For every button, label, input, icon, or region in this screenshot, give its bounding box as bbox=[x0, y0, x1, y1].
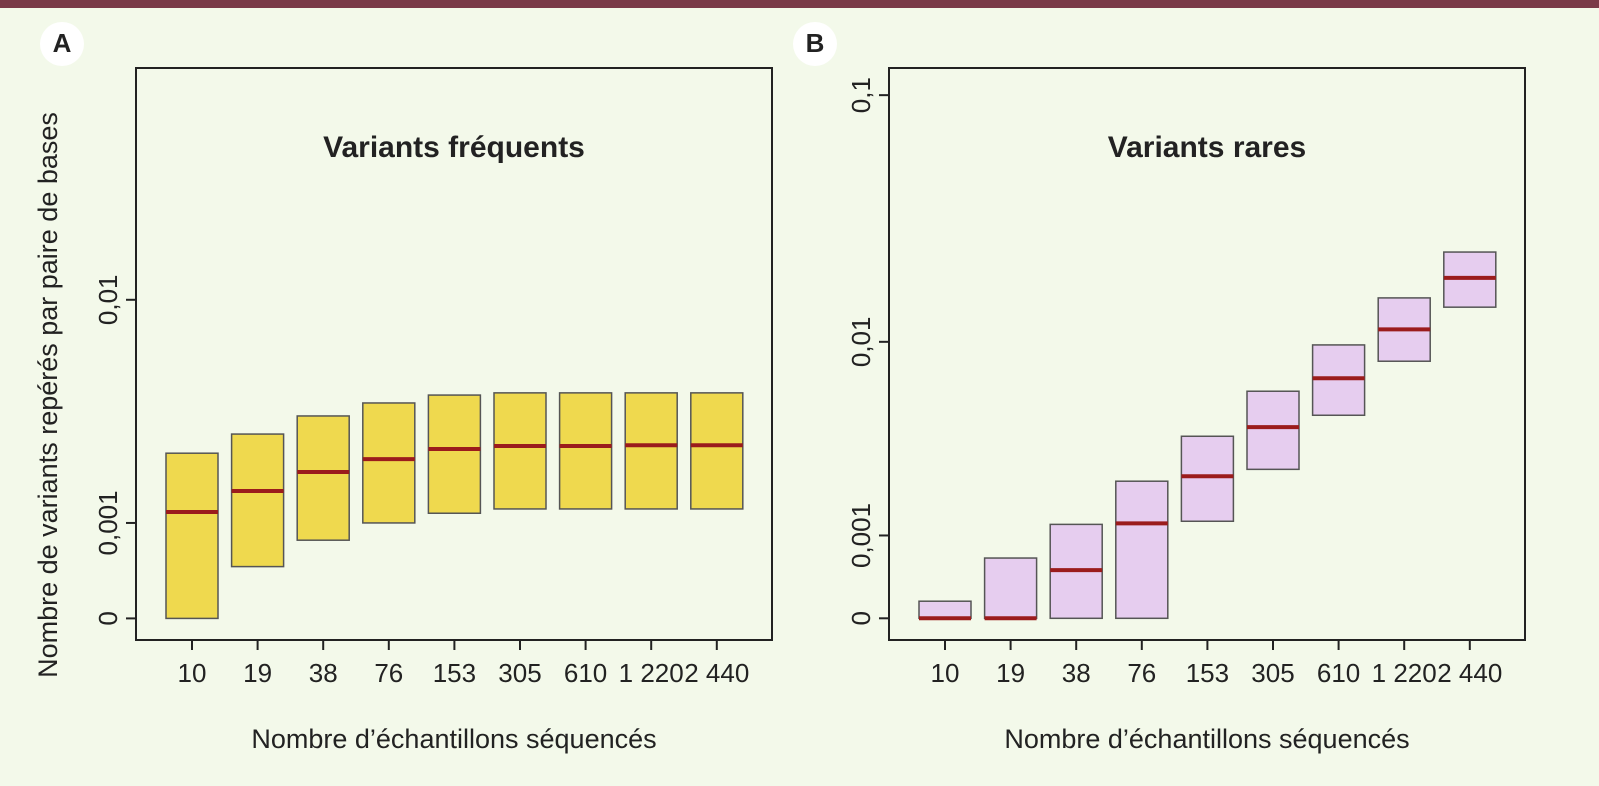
x-tick-label: 1 220 bbox=[619, 658, 684, 688]
box bbox=[1115, 480, 1169, 620]
chart-title: Variants rares bbox=[1108, 131, 1306, 164]
x-tick-label: 2 440 bbox=[1437, 658, 1502, 688]
x-tick-label: 10 bbox=[178, 658, 207, 688]
box bbox=[690, 392, 744, 510]
box bbox=[1246, 390, 1300, 471]
box bbox=[362, 402, 416, 524]
x-tick-label: 38 bbox=[309, 658, 338, 688]
box bbox=[230, 433, 285, 568]
box bbox=[558, 392, 613, 510]
x-tick-label: 305 bbox=[498, 658, 541, 688]
x-tick-label: 76 bbox=[374, 658, 403, 688]
y-tick-label: 0,001 bbox=[93, 490, 123, 555]
panel-letter: A bbox=[53, 28, 72, 58]
x-tick-label: 610 bbox=[1317, 658, 1360, 688]
box bbox=[427, 394, 482, 514]
x-axis-label: Nombre d’échantillons séquencés bbox=[1004, 724, 1409, 754]
top-bar bbox=[0, 0, 1599, 8]
x-tick-label: 153 bbox=[433, 658, 476, 688]
x-tick-label: 610 bbox=[564, 658, 607, 688]
x-tick-label: 2 440 bbox=[684, 658, 749, 688]
x-tick-label: 10 bbox=[931, 658, 960, 688]
y-tick-label: 0,1 bbox=[846, 77, 876, 113]
box bbox=[918, 600, 972, 620]
panel-badge bbox=[793, 22, 837, 66]
y-tick-label: 0,001 bbox=[846, 503, 876, 568]
x-tick-label: 38 bbox=[1062, 658, 1091, 688]
x-tick-label: 1 220 bbox=[1372, 658, 1437, 688]
x-tick-label: 76 bbox=[1127, 658, 1156, 688]
y-axis-label: Nombre de variants repérés par paire de … bbox=[33, 112, 63, 678]
x-tick-label: 19 bbox=[243, 658, 272, 688]
chart-title: Variants fréquents bbox=[323, 131, 585, 164]
y-tick-label: 0 bbox=[846, 611, 876, 625]
x-tick-label: 305 bbox=[1251, 658, 1294, 688]
y-tick-label: 0,01 bbox=[93, 274, 123, 325]
x-tick-label: 19 bbox=[996, 658, 1025, 688]
box bbox=[983, 557, 1038, 620]
panel-letter: B bbox=[806, 28, 825, 58]
y-tick-label: 0,01 bbox=[846, 317, 876, 368]
x-tick-label: 153 bbox=[1186, 658, 1229, 688]
box bbox=[165, 452, 219, 620]
box bbox=[296, 415, 350, 541]
panel-badge bbox=[40, 22, 84, 66]
box bbox=[1180, 435, 1235, 523]
x-axis-label: Nombre d’échantillons séquencés bbox=[251, 724, 656, 754]
y-tick-label: 0 bbox=[93, 611, 123, 625]
box bbox=[624, 392, 678, 510]
box bbox=[493, 392, 547, 510]
